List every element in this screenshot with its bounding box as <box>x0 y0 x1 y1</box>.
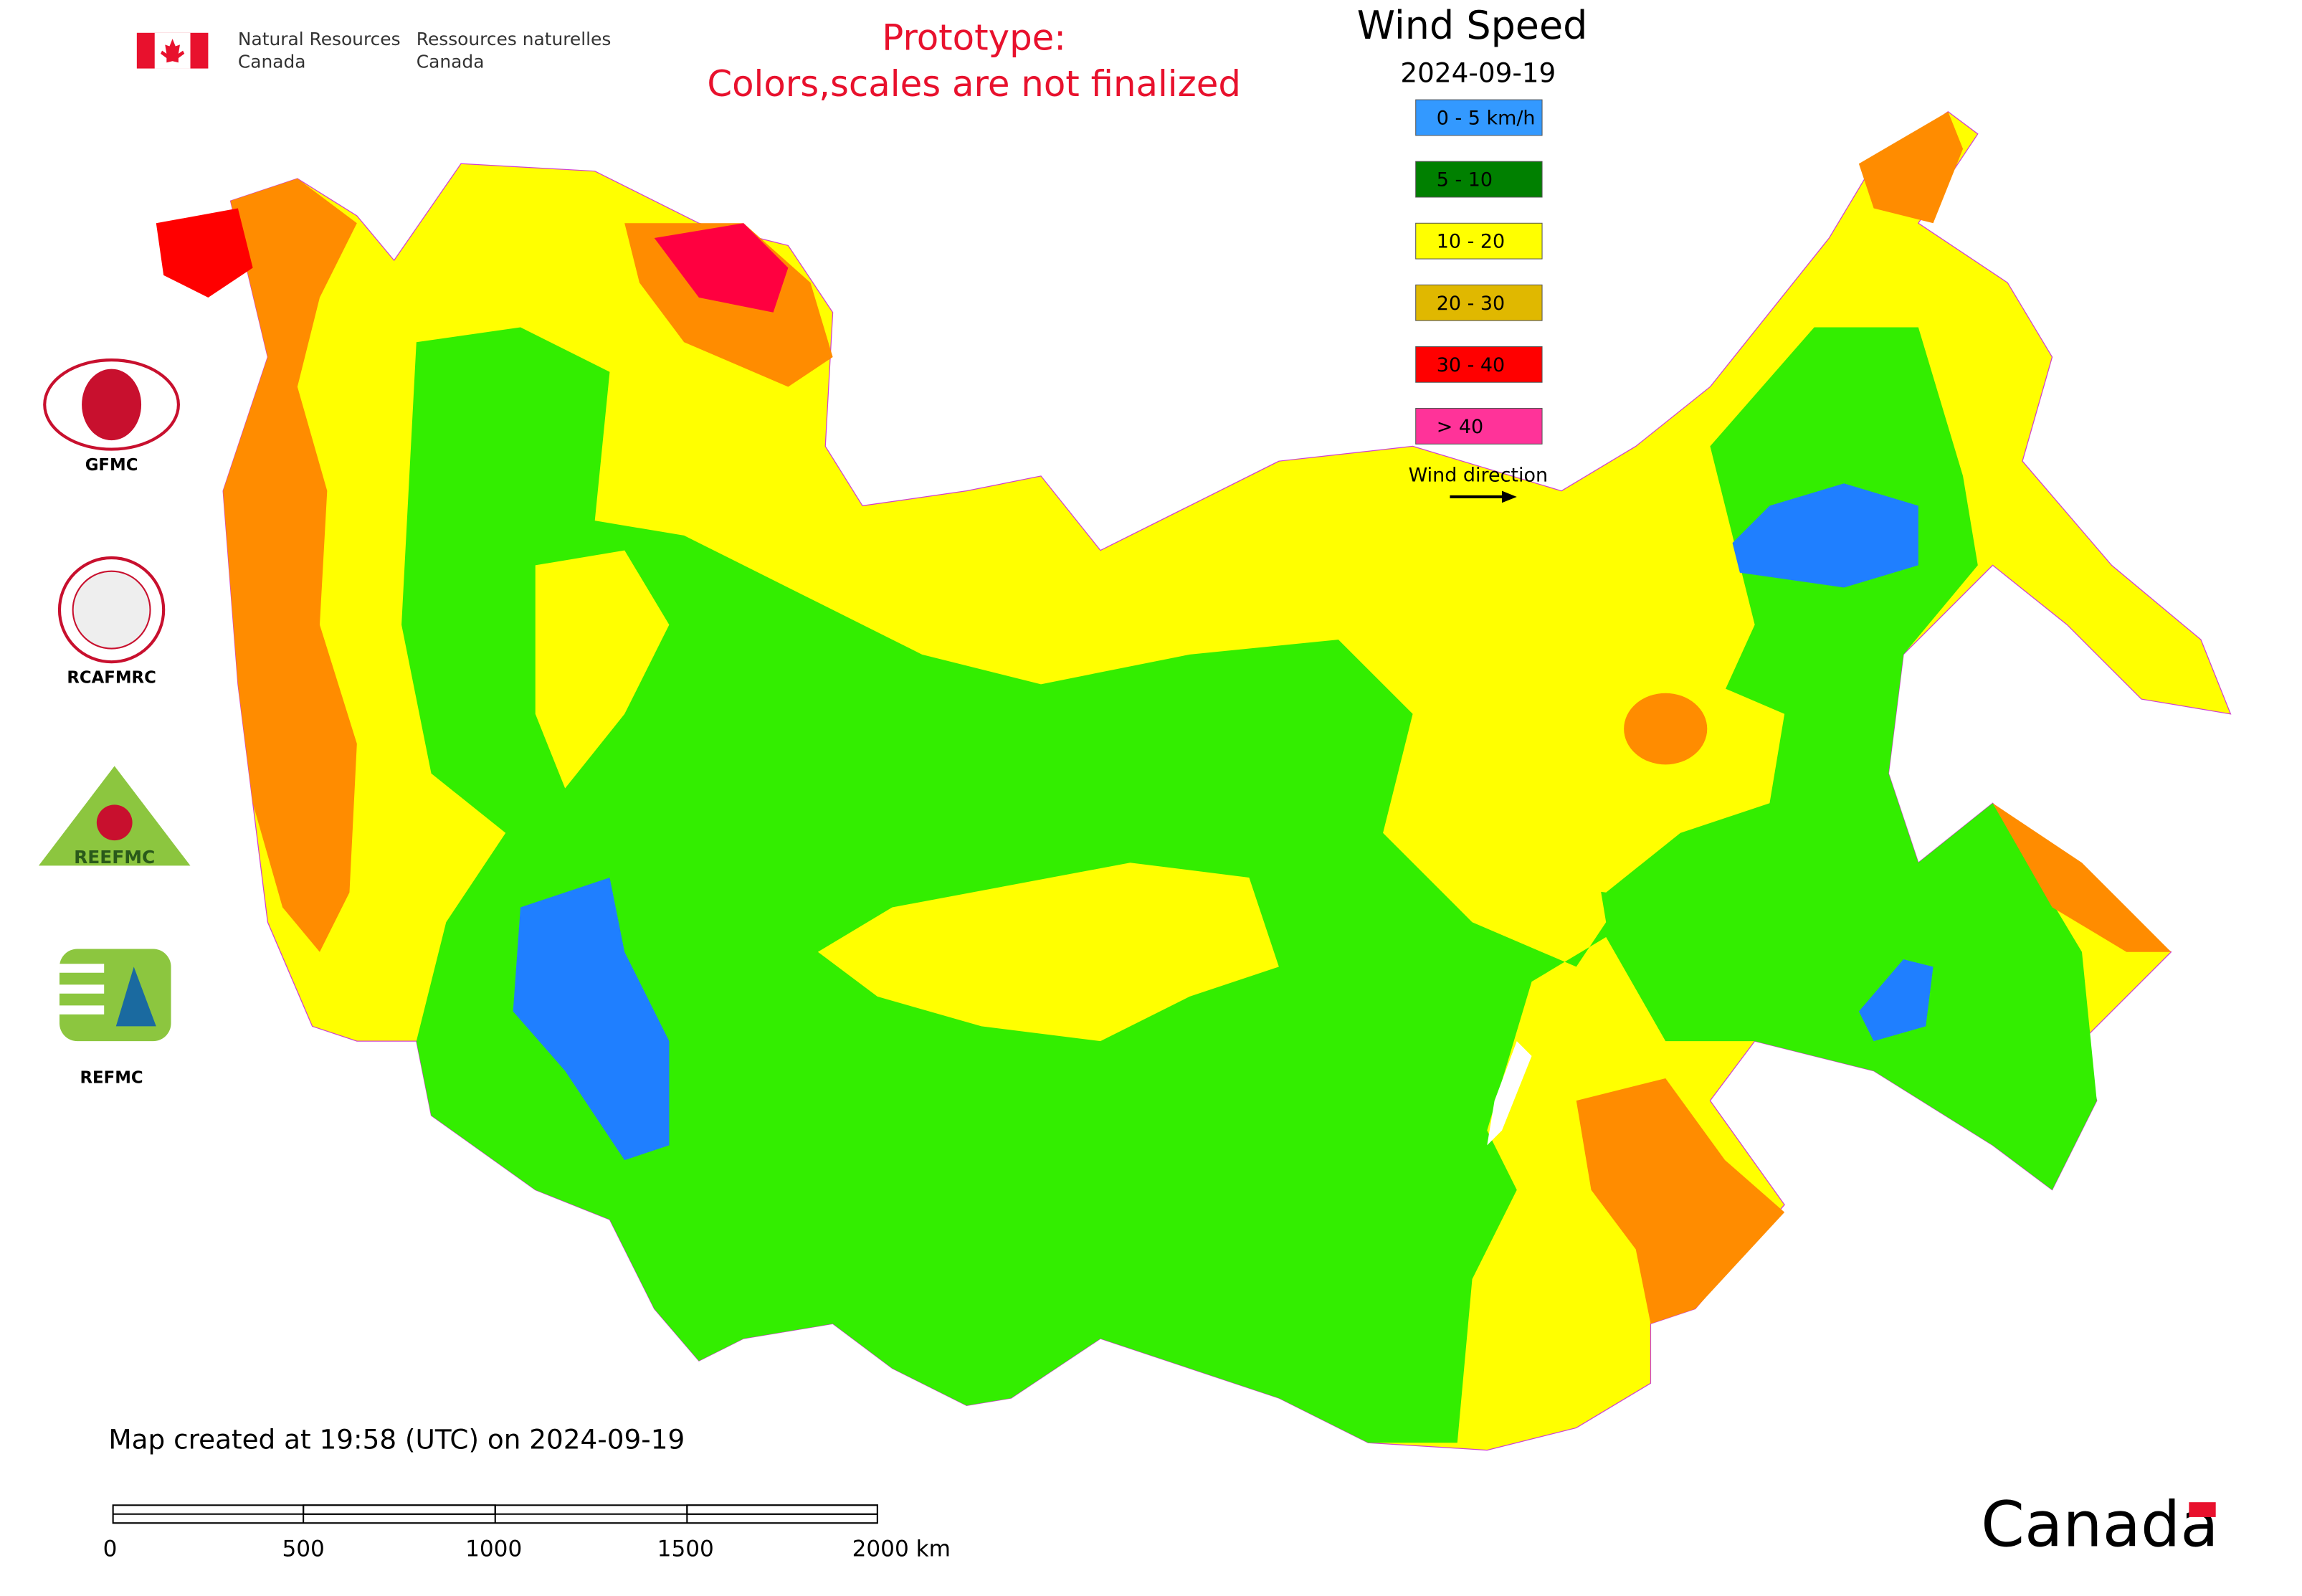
canada-flag <box>136 32 209 69</box>
notice: Colors,scales are not finalized <box>707 63 1241 105</box>
legend-swatch <box>1415 408 1543 445</box>
region-orange <box>1576 1078 1785 1324</box>
legend-date: 2024-09-19 <box>1400 57 1556 88</box>
refmc-logo <box>59 949 171 1042</box>
region-blue <box>1732 483 1918 588</box>
legend-swatch <box>1415 346 1543 383</box>
legend-label: 0 - 5 km/h <box>1437 108 1536 130</box>
partner-label: REFMC <box>80 1069 143 1088</box>
region-red <box>654 223 789 313</box>
region-blue <box>1858 959 1934 1042</box>
rcafmrc-logo <box>57 556 166 664</box>
agency-en: Natural Resources <box>238 29 401 49</box>
scale-label: 0 <box>103 1536 118 1562</box>
map <box>156 110 2232 1451</box>
scale-labels: 0 500 1000 1500 2000 km <box>103 1536 951 1562</box>
legend-title: Wind Speed <box>1357 3 1588 48</box>
scale-label: 500 <box>282 1536 324 1562</box>
agency-fr: Ressources naturelles <box>417 29 612 49</box>
region-orange <box>1992 803 2172 952</box>
scale-label: 2000 km <box>852 1536 951 1562</box>
notice: Prototype: <box>882 17 1066 59</box>
scale-label: 1000 <box>465 1536 522 1562</box>
region-yellow <box>1412 624 1785 893</box>
lake-baikal <box>1487 1041 1532 1146</box>
direction-label: Wind direction <box>1409 464 1548 486</box>
legend-label: > 40 <box>1437 416 1483 438</box>
created-note: Map created at 19:58 (UTC) on 2024-09-19 <box>108 1424 685 1455</box>
legend: 0 - 5 km/h 5 - 10 10 - 20 20 - 30 30 - 40 > 4… <box>1415 99 1543 445</box>
gfmc-logo <box>43 358 180 451</box>
agency-fr: Canada <box>417 51 485 72</box>
legend-swatch <box>1415 99 1543 136</box>
scale-label: 1500 <box>657 1536 714 1562</box>
legend-swatch <box>1415 284 1543 321</box>
legend-label: 20 - 30 <box>1437 293 1505 315</box>
legend-label: 30 - 40 <box>1437 354 1505 376</box>
scale-bar <box>112 1504 878 1524</box>
reefmc-logo <box>38 766 191 866</box>
legend-label: 10 - 20 <box>1437 231 1505 253</box>
wordmark-flag <box>2189 1502 2216 1517</box>
partner-label: REEFMC <box>74 847 155 868</box>
region-yellow <box>535 550 670 789</box>
region-red <box>156 208 253 298</box>
legend-swatch <box>1415 222 1543 260</box>
region-orange <box>223 179 357 952</box>
legend-swatch <box>1415 161 1543 198</box>
region-orange <box>1858 111 1964 224</box>
partner-label: GFMC <box>85 456 138 475</box>
agency-en: Canada <box>238 51 306 72</box>
legend-label: 5 - 10 <box>1437 169 1493 191</box>
region-yellow <box>817 863 1279 1042</box>
region-blue <box>513 877 670 1161</box>
direction-arrow <box>1450 490 1517 503</box>
wordmark: Canada <box>1981 1488 2218 1561</box>
region-orange <box>1624 693 1708 765</box>
partner-label: RCAFMRC <box>67 669 156 688</box>
